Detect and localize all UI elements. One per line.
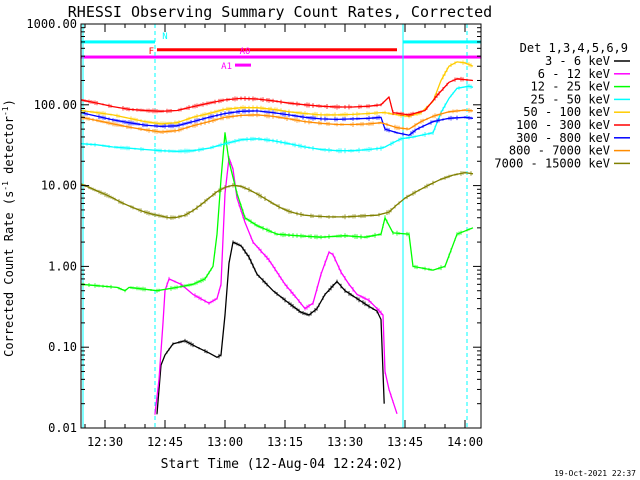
legend-label-5: 50 - 100 keV <box>523 105 610 119</box>
legend-label-1: 3 - 6 keV <box>545 54 610 68</box>
y-axis-label-exponent: -1 <box>1 181 10 191</box>
series-noise-3 <box>81 132 472 293</box>
x-tick-label-4: 13:15 <box>267 435 303 449</box>
state-bar-f-1 <box>157 48 397 52</box>
series-noise-9 <box>81 171 472 220</box>
series-noise-6 <box>81 76 472 117</box>
state-label-a0: A0 <box>240 47 251 57</box>
y-axis: 1000.00 100.00 10.00 1.00 0.10 0.01 <box>26 17 481 435</box>
y-axis-label: Corrected Count Rate (s-1 detector-1) <box>1 99 16 357</box>
x-tick-label-5: 13:30 <box>327 435 363 449</box>
legend-label-8: 800 - 7000 keV <box>509 144 610 158</box>
y-tick-label-4: 1.00 <box>48 259 77 273</box>
series-noise-1 <box>156 240 383 415</box>
legend-title: Det 1,3,4,5,6,9 <box>520 41 628 55</box>
y-axis-label-close: ) <box>2 99 16 106</box>
state-label-a1: A1 <box>221 62 232 72</box>
x-axis: 12:30 12:45 13:00 13:15 13:30 13:45 14:00 <box>84 24 483 449</box>
legend-label-3: 12 - 25 keV <box>531 80 610 94</box>
series-noise-7 <box>81 108 472 137</box>
x-tick-label-3: 13:00 <box>207 435 243 449</box>
state-bars: NF A0 A1 <box>81 32 481 72</box>
series-noise-8 <box>81 108 472 134</box>
y-tick-label-5: 0.10 <box>48 340 77 354</box>
y-axis-label-exponent-2: -1 <box>1 106 10 116</box>
y-axis-label-tail: detector <box>2 116 16 181</box>
y-axis-label-main: Corrected Count Rate (s <box>2 191 16 357</box>
legend-label-2: 6 - 12 keV <box>538 67 610 81</box>
state-label-n: N <box>162 32 167 42</box>
plot-area: NF A0 A1 <box>80 23 482 429</box>
state-bar-n-1 <box>81 40 155 44</box>
legend-label-4: 25 - 50 keV <box>531 92 610 106</box>
state-bar-a0-1 <box>81 55 481 59</box>
vertical-markers <box>82 24 468 428</box>
series-lines <box>81 60 474 416</box>
footer-timestamp: 19-Oct-2021 22:37 <box>554 469 636 478</box>
y-tick-label-6: 0.01 <box>48 421 77 435</box>
x-tick-label-2: 12:45 <box>147 435 183 449</box>
x-tick-label-1: 12:30 <box>87 435 123 449</box>
legend-label-9: 7000 - 15000 keV <box>494 156 610 170</box>
state-bar-n-2 <box>403 40 481 44</box>
y-tick-label-3: 10.00 <box>41 179 77 193</box>
chart-title: RHESSI Observing Summary Count Rates, Co… <box>68 3 492 21</box>
series-noise-4 <box>81 83 472 154</box>
plot-frame <box>80 23 482 429</box>
y-tick-label-1: 1000.00 <box>26 17 77 31</box>
x-axis-label: Start Time (12-Aug-04 12:24:02) <box>161 457 404 472</box>
state-bar-a1-1 <box>235 63 251 67</box>
x-tick-label-7: 14:00 <box>447 435 483 449</box>
state-label-f: F <box>149 47 154 57</box>
legend-label-6: 100 - 300 keV <box>516 118 610 132</box>
legend-label-7: 300 - 800 keV <box>516 131 610 145</box>
x-tick-label-6: 13:45 <box>387 435 423 449</box>
y-tick-label-2: 100.00 <box>34 98 77 112</box>
